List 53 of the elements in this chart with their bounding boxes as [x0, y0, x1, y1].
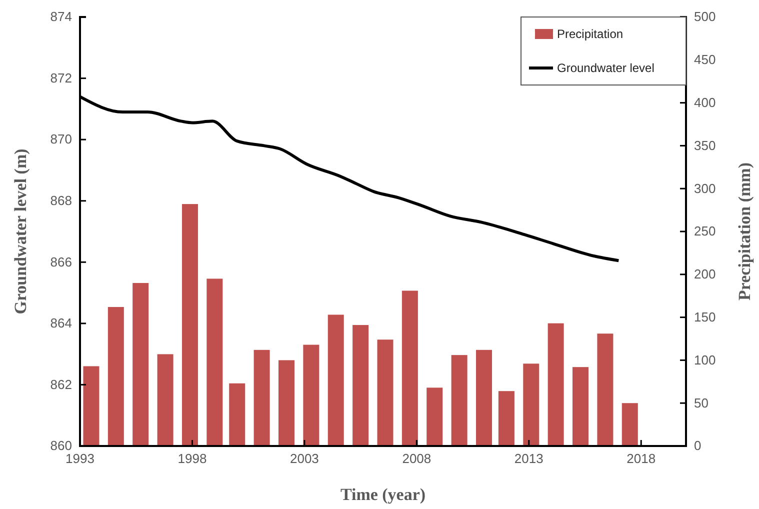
bar — [229, 383, 246, 446]
bar — [108, 307, 124, 446]
y-tick-label: 874 — [50, 9, 72, 24]
bar — [254, 350, 270, 446]
x-axis-title: Time (year) — [340, 485, 426, 504]
y-tick-label: 870 — [50, 132, 72, 147]
bar — [548, 323, 564, 446]
bar — [83, 366, 100, 446]
y-tick-label: 866 — [50, 254, 72, 270]
y-axis-title: Groundwater level (m) — [11, 148, 30, 314]
legend-label: Groundwater level — [557, 61, 654, 75]
y2-tick-label: 450 — [694, 52, 716, 68]
x-tick-label: 2018 — [626, 451, 656, 466]
y-tick-label: 860 — [50, 438, 72, 454]
y2-tick-label: 300 — [694, 180, 716, 196]
bar — [303, 344, 320, 446]
y2-tick-label: 250 — [694, 224, 716, 239]
x-tick-label: 2008 — [402, 451, 432, 466]
bar — [352, 325, 369, 446]
y2-tick-label: 200 — [694, 266, 716, 282]
bar — [182, 204, 198, 446]
y-tick-label: 872 — [50, 70, 72, 86]
x-tick-label: 1998 — [178, 451, 207, 466]
y2-tick-label: 150 — [694, 309, 716, 324]
y2-tick-label: 50 — [694, 395, 708, 410]
bar — [402, 290, 418, 446]
bar — [523, 364, 540, 446]
bar — [328, 314, 344, 446]
y2-tick-label: 0 — [694, 438, 702, 454]
bar — [278, 360, 294, 446]
bar — [476, 350, 492, 446]
bar — [206, 278, 223, 446]
y2-tick-label: 100 — [694, 352, 716, 368]
bar — [572, 367, 589, 446]
y-tick-label: 864 — [50, 316, 72, 331]
x-tick-label: 1993 — [66, 451, 94, 466]
y-tick-label: 862 — [50, 376, 72, 392]
y-tick-label: 868 — [50, 193, 72, 208]
bar — [498, 391, 514, 446]
bar — [451, 355, 468, 446]
bar — [377, 340, 394, 446]
y2-axis-title: Precipitation (mm) — [735, 162, 754, 301]
bar — [157, 354, 174, 446]
y2-tick-label: 400 — [694, 94, 716, 110]
x-tick-label: 2013 — [514, 451, 544, 466]
bar — [622, 403, 638, 446]
y2-tick-label: 350 — [694, 138, 716, 153]
x-tick-label: 2003 — [290, 451, 319, 466]
y2-tick-label: 500 — [694, 9, 716, 24]
bar — [597, 334, 614, 446]
bar — [132, 282, 149, 446]
legend-label: Precipitation — [557, 27, 624, 41]
bar — [426, 388, 443, 446]
